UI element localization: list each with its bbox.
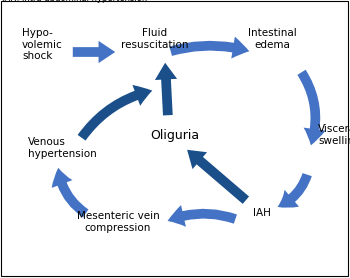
Text: Venous
hypertension: Venous hypertension <box>28 137 97 159</box>
FancyArrowPatch shape <box>169 37 249 59</box>
Text: IAH: IAH <box>253 208 271 218</box>
FancyArrowPatch shape <box>298 70 326 145</box>
Text: Mesenteric vein
compression: Mesenteric vein compression <box>77 211 159 233</box>
Text: Oliguria: Oliguria <box>150 128 200 142</box>
FancyArrowPatch shape <box>78 85 152 141</box>
Text: IAH: intra-abdominal hypertension: IAH: intra-abdominal hypertension <box>2 0 147 3</box>
FancyArrowPatch shape <box>52 168 89 217</box>
FancyArrowPatch shape <box>187 150 249 204</box>
FancyArrowPatch shape <box>73 41 115 63</box>
FancyArrowPatch shape <box>155 63 177 115</box>
FancyArrowPatch shape <box>168 205 237 227</box>
FancyArrowPatch shape <box>278 173 312 208</box>
Text: Fluid
resuscitation: Fluid resuscitation <box>121 28 189 49</box>
Text: Hypo-
volemic
shock: Hypo- volemic shock <box>22 28 63 61</box>
Text: Intestinal
edema: Intestinal edema <box>248 28 296 49</box>
Text: Visceral
swelling: Visceral swelling <box>318 124 350 146</box>
